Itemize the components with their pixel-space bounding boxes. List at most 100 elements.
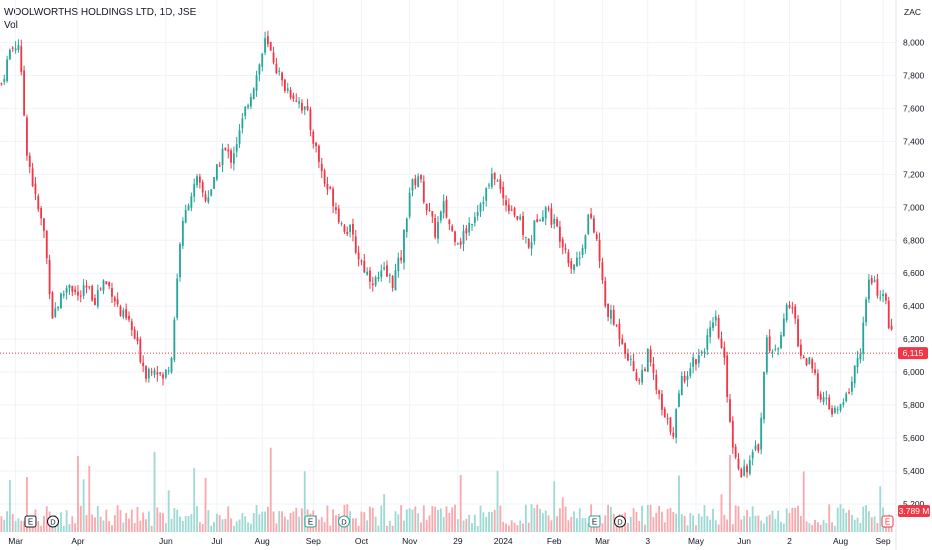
volume-bar [527, 522, 530, 532]
candle-body [43, 218, 45, 231]
candle-body [791, 307, 794, 309]
candle-body [751, 451, 754, 459]
candle-body [833, 407, 836, 413]
time-axis[interactable]: Mar Apr Jun Jul Aug Sep Oct Nov 29 2024 Feb Mar 3 May… [8, 536, 891, 546]
candle-body [181, 221, 184, 246]
candle-body [442, 201, 445, 213]
candle-body [65, 287, 68, 293]
candle-body [128, 315, 130, 320]
volume-bar [420, 522, 422, 532]
candle-body [884, 293, 887, 301]
volume-bar [754, 515, 757, 532]
candle-body [68, 284, 71, 289]
candle-body [408, 193, 411, 217]
candle-body [595, 234, 598, 240]
volume-bar [547, 515, 550, 532]
volume-bar [720, 494, 723, 532]
volume-bar [454, 504, 456, 532]
candle-body [604, 280, 607, 306]
candle-body [788, 305, 791, 308]
volume-bar [482, 512, 485, 532]
volume-bar [785, 508, 788, 532]
x-tick-label: Oct [355, 536, 369, 546]
candle-body [241, 118, 244, 129]
candle-body [329, 187, 332, 189]
volume-bar [490, 511, 493, 532]
dividend-marker[interactable]: D [614, 515, 626, 528]
volume-bar [493, 509, 496, 532]
volume-bar [683, 515, 686, 532]
volume-bar [68, 524, 71, 532]
volume-bar [802, 471, 805, 532]
candle-body [167, 370, 170, 372]
volume-bar [162, 512, 164, 532]
dividend-marker[interactable]: D [47, 515, 59, 528]
volume-bar [96, 506, 99, 532]
candle-body [352, 224, 354, 235]
volume-bar [539, 508, 541, 532]
volume-bar [422, 505, 425, 532]
volume-bar [442, 517, 445, 532]
x-tick-label: Mar [8, 536, 23, 546]
volume-bar [320, 517, 323, 532]
earnings-marker[interactable]: E [304, 515, 317, 528]
candle-body [887, 300, 890, 329]
volume-bar [303, 471, 306, 532]
volume-bar [748, 516, 751, 532]
candle-body [629, 358, 632, 360]
candle-body [680, 376, 683, 396]
candle-body [601, 262, 604, 281]
volume-bar [811, 525, 814, 532]
x-tick-label: Apr [71, 536, 84, 546]
volume-bar [201, 523, 204, 532]
volume-bar [425, 519, 428, 532]
volume-bar [386, 525, 388, 532]
volume-bar [238, 519, 241, 532]
candle-body [867, 279, 870, 300]
price-axis[interactable]: 5,200 5,400 5,600 5,800 6,000 6,200 6,400 6,600… [903, 37, 925, 509]
candle-body [848, 392, 850, 394]
x-tick-label: Feb [547, 536, 562, 546]
event-markers[interactable]: E D E D E D E [24, 515, 894, 528]
candle-body [213, 177, 215, 189]
candle-body [780, 335, 782, 349]
volume-bar [661, 511, 663, 532]
volume-bar [116, 505, 119, 532]
candle-body [539, 220, 541, 222]
candle-body [31, 168, 34, 187]
volume-bar [9, 479, 11, 532]
volume-bar [108, 521, 111, 532]
candle-body [627, 353, 629, 361]
candle-body [119, 306, 122, 316]
candle-body [298, 101, 301, 104]
y-tick-label: 6,000 [903, 367, 925, 377]
candle-body [621, 338, 624, 345]
volume-bar [383, 494, 386, 532]
candle-body [437, 221, 439, 239]
volume-bar [488, 511, 490, 532]
volume-bar [198, 522, 201, 532]
volume-bar [859, 523, 862, 532]
candle-body [102, 280, 105, 291]
volume-bar [522, 523, 524, 532]
y-tick-label: 7,400 [903, 136, 925, 146]
earnings-marker[interactable]: E [881, 515, 894, 528]
candle-body [235, 144, 238, 152]
earnings-marker[interactable]: E [24, 515, 37, 528]
earnings-marker[interactable]: E [588, 515, 601, 528]
volume-bar [352, 518, 354, 532]
candle-body [573, 264, 575, 271]
candle-body [754, 445, 757, 450]
candle-body [805, 358, 808, 366]
x-tick-label: 2 [787, 536, 792, 546]
dividend-marker[interactable]: D [338, 515, 350, 528]
last-price-value: 6,115 [903, 348, 924, 358]
volume-bar [842, 508, 845, 532]
candle-body [54, 308, 57, 317]
candle-body [48, 259, 51, 295]
candle-body [37, 196, 40, 210]
volume-bar [150, 525, 153, 532]
volume-bar [578, 508, 581, 532]
candle-body [816, 373, 819, 396]
